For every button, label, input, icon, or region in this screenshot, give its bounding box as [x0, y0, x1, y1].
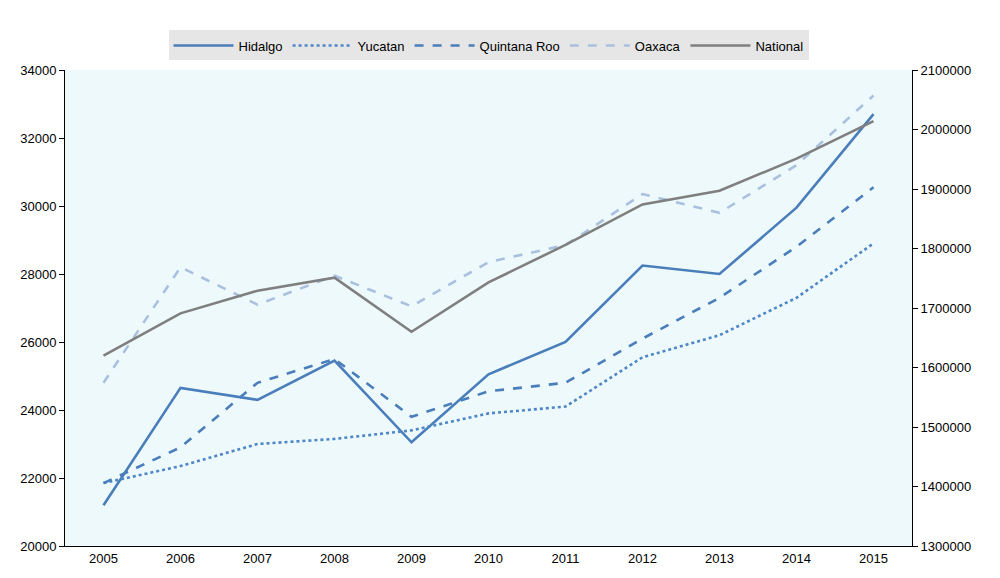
svg-text:2008: 2008 — [320, 551, 349, 566]
svg-text:2011: 2011 — [552, 551, 580, 566]
svg-text:2010: 2010 — [474, 551, 503, 566]
svg-text:30000: 30000 — [20, 199, 56, 214]
svg-text:2006: 2006 — [166, 551, 195, 566]
svg-text:1500000: 1500000 — [921, 420, 972, 435]
svg-text:2014: 2014 — [782, 551, 811, 566]
svg-text:1700000: 1700000 — [921, 301, 972, 316]
svg-text:Oaxaca: Oaxaca — [635, 39, 681, 54]
svg-text:National: National — [755, 39, 803, 54]
svg-text:2007: 2007 — [243, 551, 272, 566]
svg-text:2005: 2005 — [89, 551, 118, 566]
svg-text:32000: 32000 — [20, 131, 56, 146]
svg-text:2015: 2015 — [859, 551, 888, 566]
svg-text:Quintana Roo: Quintana Roo — [480, 39, 560, 54]
svg-text:22000: 22000 — [20, 471, 56, 486]
svg-text:20000: 20000 — [20, 539, 56, 554]
svg-text:26000: 26000 — [20, 335, 56, 350]
svg-text:1900000: 1900000 — [921, 182, 972, 197]
svg-text:28000: 28000 — [20, 267, 56, 282]
svg-text:Yucatan: Yucatan — [358, 39, 405, 54]
svg-text:34000: 34000 — [20, 63, 56, 78]
svg-text:1800000: 1800000 — [921, 241, 972, 256]
svg-text:1400000: 1400000 — [921, 479, 972, 494]
svg-text:Hidalgo: Hidalgo — [239, 39, 283, 54]
svg-text:2009: 2009 — [397, 551, 426, 566]
svg-text:24000: 24000 — [20, 403, 56, 418]
svg-text:2100000: 2100000 — [921, 63, 972, 78]
svg-text:2013: 2013 — [705, 551, 734, 566]
svg-text:1300000: 1300000 — [921, 539, 972, 554]
svg-text:1600000: 1600000 — [921, 360, 972, 375]
svg-text:2012: 2012 — [628, 551, 657, 566]
svg-text:2000000: 2000000 — [921, 122, 972, 137]
